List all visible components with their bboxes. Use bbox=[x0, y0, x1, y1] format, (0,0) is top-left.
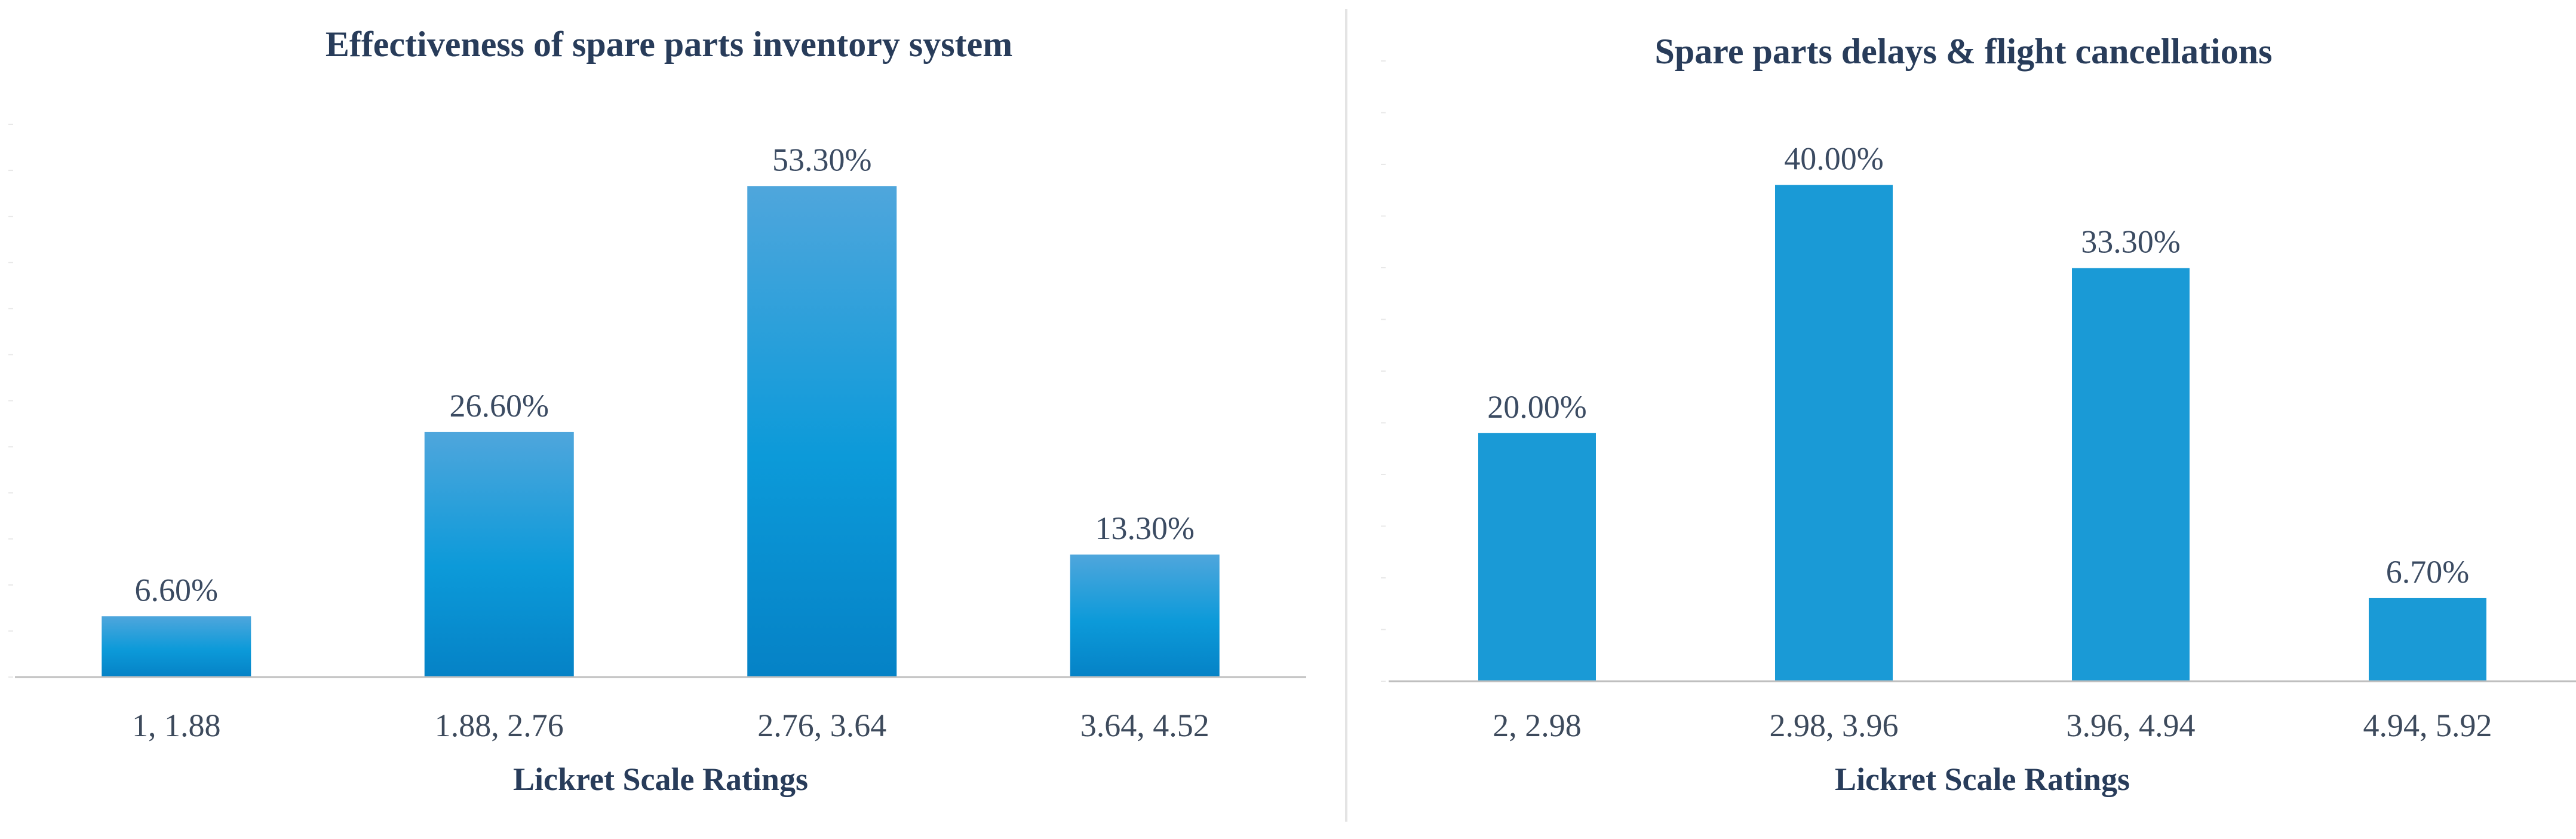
chart-title: Effectiveness of spare parts inventory s… bbox=[325, 25, 1013, 64]
chart-delays-cancellations: Spare parts delays & flight cancellation… bbox=[1351, 0, 2576, 839]
data-label: 20.00% bbox=[1487, 389, 1586, 425]
bar bbox=[2072, 268, 2190, 681]
bar bbox=[102, 616, 251, 677]
bar bbox=[2369, 598, 2486, 681]
x-tick-label: 2, 2.98 bbox=[1493, 708, 1582, 743]
bar bbox=[1775, 185, 1893, 682]
bar bbox=[1070, 554, 1220, 677]
data-label: 53.30% bbox=[772, 142, 871, 177]
x-axis-title: Lickret Scale Ratings bbox=[513, 761, 808, 797]
bar bbox=[1478, 433, 1596, 681]
x-tick-label: 1.88, 2.76 bbox=[435, 708, 564, 743]
x-tick-label: 1, 1.88 bbox=[132, 708, 221, 743]
data-label: 33.30% bbox=[2081, 224, 2180, 260]
chart-title: Spare parts delays & flight cancellation… bbox=[1654, 32, 2273, 71]
x-tick-label: 2.76, 3.64 bbox=[757, 708, 886, 743]
data-label: 13.30% bbox=[1095, 510, 1195, 546]
panel-divider bbox=[1345, 9, 1347, 822]
data-label: 40.00% bbox=[1784, 141, 1883, 177]
data-label: 6.60% bbox=[135, 572, 218, 608]
bar bbox=[747, 186, 897, 678]
chart-inventory-effectiveness: Effectiveness of spare parts inventory s… bbox=[8, 25, 1306, 797]
x-tick-label: 3.64, 4.52 bbox=[1080, 708, 1209, 743]
x-axis-title: Lickret Scale Ratings bbox=[1835, 761, 2130, 797]
bar-chart-svg: 20.00% 2, 2.98 40.00% 2.98, 3.96 33.30% 3.96,… bbox=[1381, 60, 2576, 797]
bar-chart-svg: 6.60% 1, 1.88 26.60% 1.88, 2.76 53.30% 2.76, … bbox=[8, 124, 1306, 797]
bar bbox=[424, 431, 574, 677]
x-tick-label: 4.94, 5.92 bbox=[2363, 708, 2492, 743]
x-tick-label: 3.96, 4.94 bbox=[2067, 708, 2196, 743]
data-label: 6.70% bbox=[2386, 554, 2469, 590]
data-label: 26.60% bbox=[450, 388, 549, 424]
x-tick-label: 2.98, 3.96 bbox=[1770, 708, 1899, 743]
